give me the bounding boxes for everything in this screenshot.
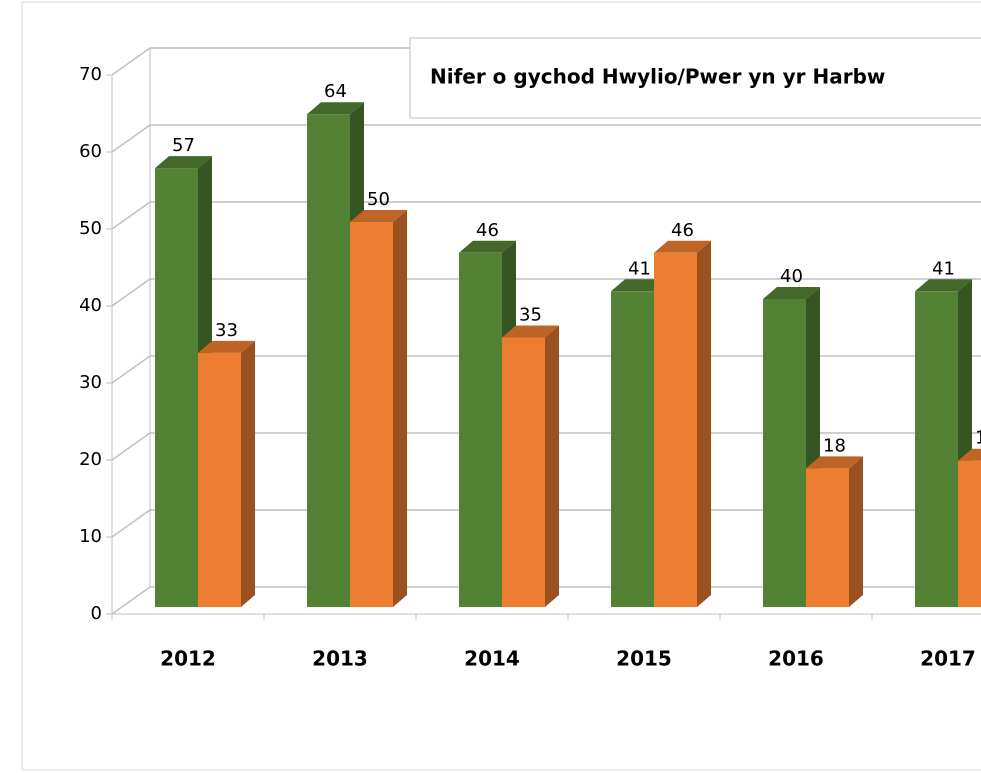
bar-side — [393, 210, 407, 607]
grid-line — [111, 124, 981, 153]
bar-top — [307, 102, 364, 115]
bar — [654, 252, 697, 608]
y-tick-label: 60 — [79, 141, 102, 162]
data-label: 46 — [476, 220, 499, 241]
bar-side — [849, 456, 863, 607]
x-tick-label: 2017 — [920, 647, 976, 671]
bar-top — [198, 340, 255, 353]
data-label: 35 — [519, 305, 542, 326]
data-label: 18 — [823, 435, 846, 456]
bar — [155, 168, 198, 607]
bar-top — [654, 240, 711, 253]
bar — [198, 352, 241, 607]
grid-line — [111, 201, 981, 230]
bar — [350, 222, 393, 607]
bar-top — [459, 240, 516, 253]
x-tick-label: 2015 — [616, 647, 672, 671]
bar — [915, 291, 958, 607]
bar — [307, 114, 350, 607]
data-label: 19 — [975, 428, 981, 449]
data-label: 33 — [215, 320, 238, 341]
y-tick-label: 10 — [79, 526, 102, 547]
data-label: 40 — [780, 266, 803, 287]
bar-top — [350, 210, 407, 222]
bar-side — [697, 240, 711, 608]
x-tick-label: 2016 — [768, 647, 824, 671]
y-tick-label: 70 — [79, 64, 102, 85]
x-tick-label: 2013 — [312, 647, 368, 671]
y-tick-label: 30 — [79, 372, 102, 393]
bar-side — [545, 325, 559, 607]
y-tick-label: 0 — [91, 603, 102, 624]
bar — [958, 460, 981, 607]
bar-side — [241, 340, 255, 607]
data-label: 41 — [932, 258, 955, 279]
data-label: 57 — [172, 135, 195, 156]
bar-top — [806, 456, 863, 469]
x-tick-label: 2012 — [160, 647, 216, 671]
bar — [611, 291, 654, 607]
bar — [763, 299, 806, 607]
data-label: 41 — [628, 258, 651, 279]
bar — [502, 337, 545, 607]
title-box — [409, 37, 981, 119]
bar-top — [611, 279, 668, 292]
data-label: 64 — [324, 81, 347, 102]
bar-top — [915, 279, 972, 292]
y-tick-label: 40 — [79, 295, 102, 316]
chart-title: Nifer o gychod Hwylio/Pwer yn yr Harbw — [430, 65, 885, 89]
bar-top — [763, 287, 820, 299]
x-tick-label: 2014 — [464, 647, 520, 671]
y-tick-label: 20 — [79, 449, 102, 470]
data-label: 46 — [671, 220, 694, 241]
data-label: 50 — [367, 189, 390, 210]
bar-top — [958, 448, 981, 461]
bar-top — [502, 325, 559, 338]
bar-top — [155, 156, 212, 169]
bar — [806, 468, 849, 607]
bar — [459, 252, 502, 608]
y-tick-label: 50 — [79, 218, 102, 239]
